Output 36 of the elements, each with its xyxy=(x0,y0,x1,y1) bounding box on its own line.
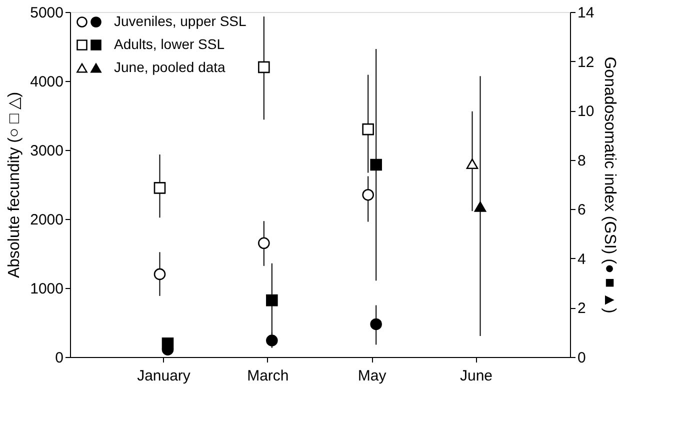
y2-tick-label: 14 xyxy=(578,4,594,22)
x-tick-label: January xyxy=(137,368,191,384)
point xyxy=(362,188,374,201)
y-axis-title: Absolute fecundity (○ □ △) xyxy=(6,92,24,278)
point xyxy=(370,158,382,171)
legend-label: Adults, lower SSL xyxy=(114,36,225,52)
y2-axis-title: Gonadosomatic index (GSI) (● ■ ▲) xyxy=(601,56,618,314)
point xyxy=(266,294,278,306)
point xyxy=(370,318,382,330)
y2-tick-label: 12 xyxy=(578,54,594,71)
point xyxy=(154,182,166,194)
legend-label: June, pooled data xyxy=(114,59,226,75)
x-tick-label: May xyxy=(358,368,387,384)
x-tick-label: June xyxy=(460,368,493,384)
y2-tick-label: 4 xyxy=(578,250,586,268)
y-tick-label: 2000 xyxy=(30,212,64,228)
legend-label: Juveniles, upper SSL xyxy=(114,13,247,29)
point xyxy=(474,201,486,212)
point xyxy=(154,268,166,280)
y2-tick-label: 10 xyxy=(578,103,594,120)
y2-tick-label: 0 xyxy=(578,350,586,366)
y2-tick-label: 6 xyxy=(578,202,586,219)
point xyxy=(162,338,174,350)
y-tick-label: 1000 xyxy=(30,280,64,298)
y-tick-label: 4000 xyxy=(30,74,64,90)
y2-tick-label: 2 xyxy=(578,300,586,318)
point xyxy=(466,158,478,169)
y-tick-label: 0 xyxy=(55,350,64,366)
point xyxy=(362,123,374,136)
y2-tick-label: 8 xyxy=(578,152,586,170)
y-tick-label: 3000 xyxy=(30,142,64,160)
x-tick-label: March xyxy=(247,368,289,384)
point xyxy=(266,334,278,346)
point xyxy=(258,237,270,250)
y-tick-label: 5000 xyxy=(30,4,64,22)
point xyxy=(258,61,270,74)
